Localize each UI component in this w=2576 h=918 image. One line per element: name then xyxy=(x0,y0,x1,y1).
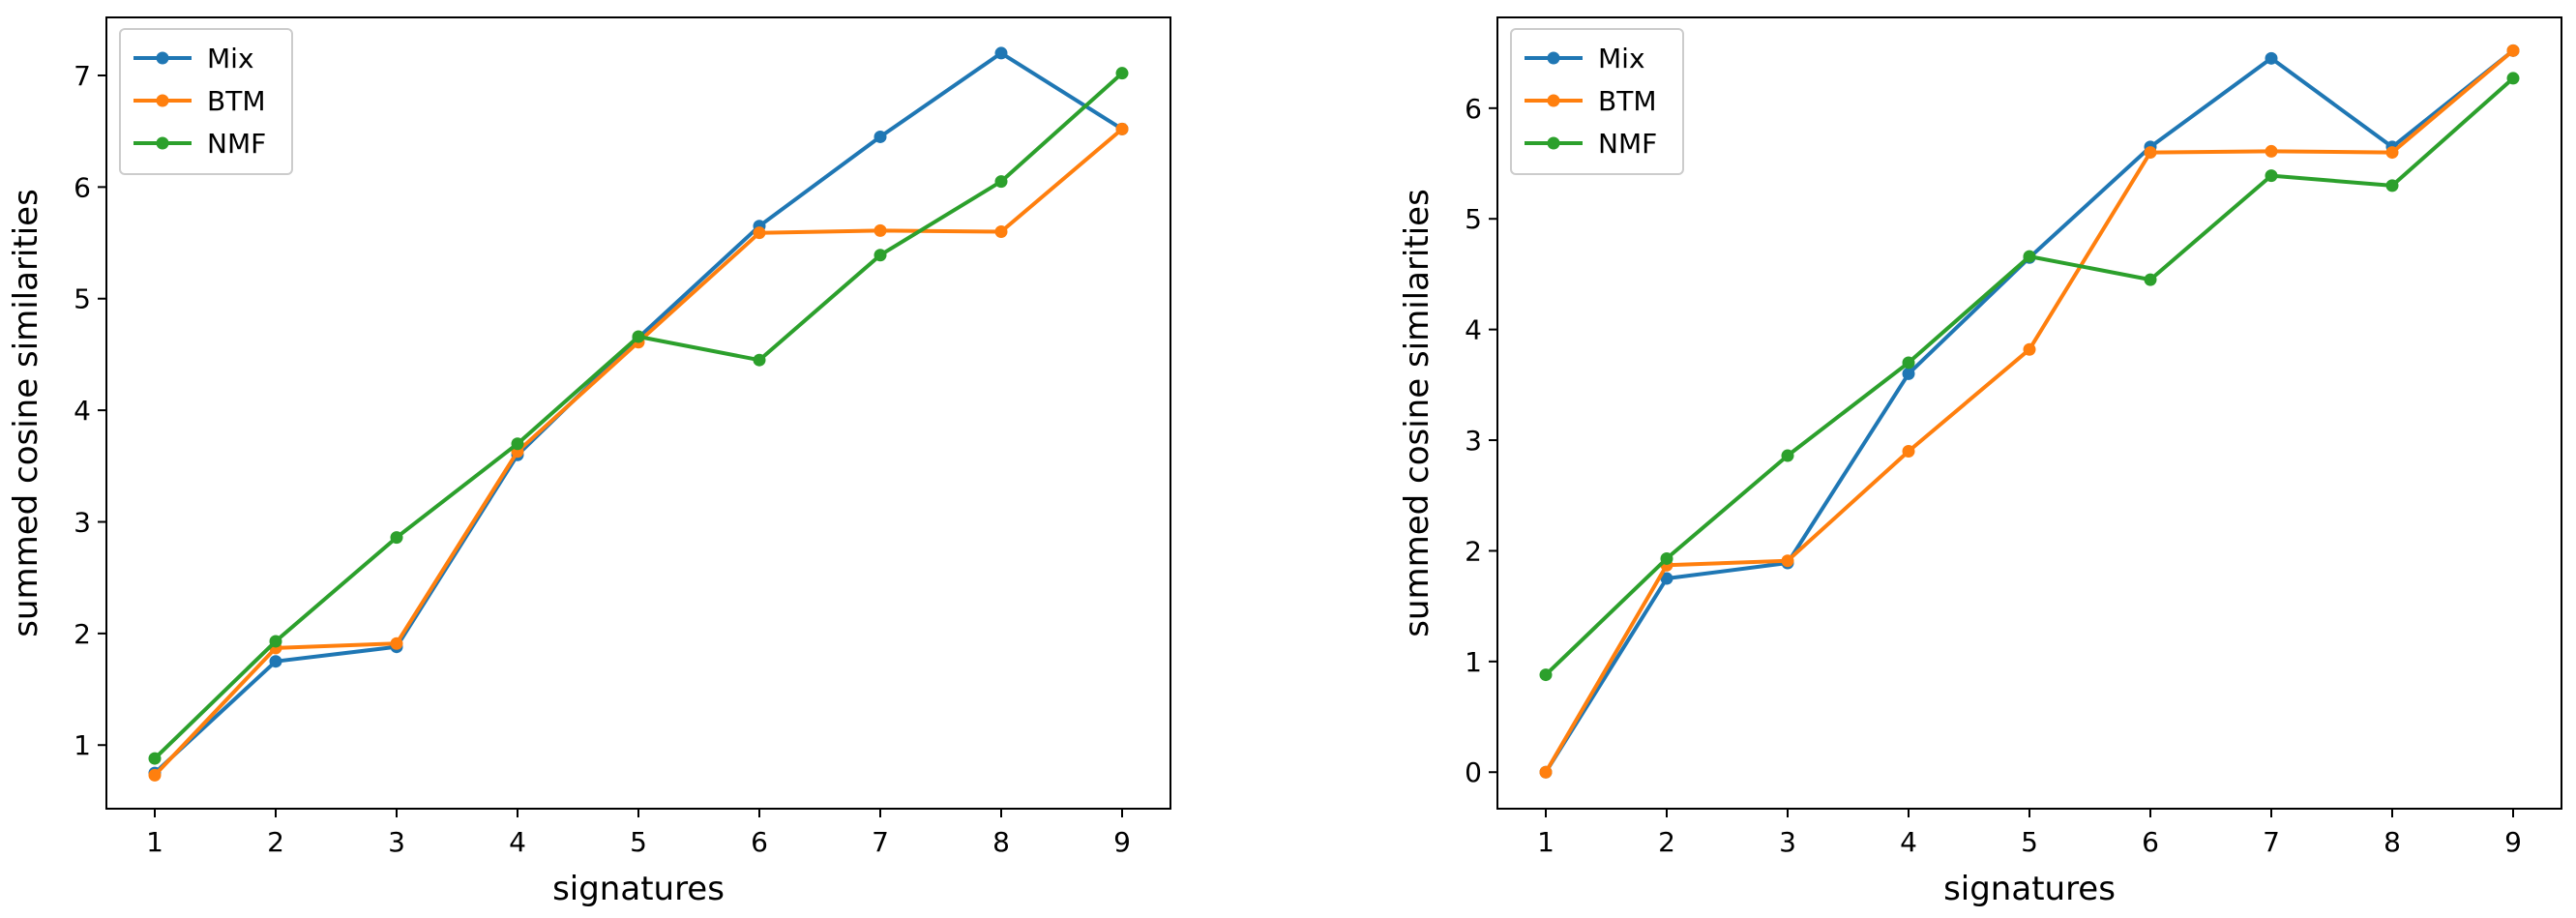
legend-label-nmf: NMF xyxy=(207,128,266,160)
data-point-nmf xyxy=(1115,67,1129,80)
data-point-nmf xyxy=(994,175,1008,189)
left-line-chart: 1 2 3 4 5 6 7 8 9 1 2 3 4 5 6 7 signatures summed cosine … xyxy=(7,16,1171,908)
legend-label-mix: Mix xyxy=(1598,43,1645,74)
data-point-btm xyxy=(1781,554,1794,568)
x-tick-label: 6 xyxy=(2142,826,2159,858)
data-point-mix xyxy=(873,130,887,143)
y-tick-label: 1 xyxy=(74,729,91,761)
legend-label-btm: BTM xyxy=(207,85,265,117)
data-point-btm xyxy=(873,223,887,237)
x-tick-label: 5 xyxy=(630,826,647,858)
data-point-nmf xyxy=(753,353,766,367)
legend-label-btm: BTM xyxy=(1598,85,1656,117)
y-tick-label: 5 xyxy=(74,283,91,315)
right-line-chart: 1 2 3 4 5 6 7 8 9 0 1 2 3 4 5 6 signatures summed cosine … xyxy=(1398,16,2562,908)
data-point-btm xyxy=(994,225,1008,239)
y-axis-label: summed cosine similarities xyxy=(1398,189,1436,637)
y-tick-label: 4 xyxy=(74,395,91,427)
y-tick-label: 3 xyxy=(74,506,91,538)
data-point-btm xyxy=(2506,44,2520,57)
legend-marker-mix xyxy=(1547,51,1560,65)
x-tick-label: 2 xyxy=(1658,826,1675,858)
legend-marker-btm xyxy=(1547,94,1560,107)
data-point-nmf xyxy=(2506,72,2520,85)
x-tick-label: 7 xyxy=(2263,826,2280,858)
data-point-btm xyxy=(1539,765,1553,779)
y-tick-label: 5 xyxy=(1465,203,1482,235)
y-tick-label: 2 xyxy=(74,618,91,650)
legend-marker-nmf xyxy=(156,136,169,150)
data-point-mix xyxy=(2265,51,2278,65)
data-point-nmf xyxy=(1902,356,1915,370)
data-point-btm xyxy=(2144,146,2157,160)
data-point-nmf xyxy=(632,330,645,343)
plot-frame xyxy=(1496,16,2562,810)
x-tick-label: 1 xyxy=(1537,826,1554,858)
x-tick-label: 1 xyxy=(146,826,163,858)
data-point-btm xyxy=(2265,144,2278,158)
data-point-btm xyxy=(2385,146,2399,160)
data-point-btm xyxy=(390,637,403,650)
x-tick-label: 8 xyxy=(992,826,1010,858)
data-point-nmf xyxy=(269,635,282,648)
legend-label-mix: Mix xyxy=(207,43,254,74)
x-tick-label: 8 xyxy=(2384,826,2401,858)
data-point-btm xyxy=(1115,122,1129,135)
legend-marker-nmf xyxy=(1547,136,1560,150)
data-point-btm xyxy=(753,226,766,240)
series-line-nmf xyxy=(152,70,1125,761)
y-axis-label: summed cosine similarities xyxy=(7,189,45,637)
plot-frame xyxy=(105,16,1171,810)
x-tick-label: 4 xyxy=(509,826,526,858)
x-tick-label: 2 xyxy=(267,826,284,858)
x-tick-label: 9 xyxy=(1113,826,1131,858)
x-axis-label: signatures xyxy=(1943,870,2116,908)
legend-label-nmf: NMF xyxy=(1598,128,1657,160)
x-tick-label: 5 xyxy=(2021,826,2038,858)
x-tick-label: 4 xyxy=(1900,826,1917,858)
data-point-nmf xyxy=(390,531,403,545)
legend-marker-mix xyxy=(156,51,169,65)
x-tick-label: 7 xyxy=(872,826,889,858)
data-point-nmf xyxy=(2385,179,2399,192)
x-tick-label: 9 xyxy=(2504,826,2522,858)
data-point-mix xyxy=(269,655,282,668)
y-tick-label: 3 xyxy=(1465,425,1482,457)
x-tick-label: 6 xyxy=(751,826,768,858)
legend-marker-btm xyxy=(156,94,169,107)
x-tick-label: 3 xyxy=(388,826,405,858)
series-line-mix xyxy=(1543,47,2516,775)
y-tick-label: 4 xyxy=(1465,314,1482,346)
series-line-btm xyxy=(1543,47,2516,775)
data-point-mix xyxy=(1902,367,1915,380)
data-point-nmf xyxy=(511,437,524,451)
data-point-nmf xyxy=(1660,551,1673,565)
data-point-nmf xyxy=(1539,668,1553,682)
data-point-btm xyxy=(1902,444,1915,458)
data-point-mix xyxy=(994,46,1008,60)
y-tick-label: 2 xyxy=(1465,535,1482,567)
data-point-mix xyxy=(1660,572,1673,585)
data-point-btm xyxy=(148,768,162,782)
data-point-nmf xyxy=(2265,169,2278,183)
series-line-btm xyxy=(152,126,1125,779)
y-tick-label: 1 xyxy=(1465,646,1482,678)
series-line-nmf xyxy=(1543,75,2516,678)
y-tick-label: 6 xyxy=(74,171,91,203)
data-point-btm xyxy=(2023,342,2036,356)
data-point-nmf xyxy=(2023,250,2036,263)
x-tick-label: 3 xyxy=(1779,826,1796,858)
x-axis-label: signatures xyxy=(552,870,725,908)
y-tick-label: 7 xyxy=(74,60,91,92)
data-point-nmf xyxy=(148,752,162,765)
y-tick-label: 0 xyxy=(1465,756,1482,788)
series-line-mix xyxy=(152,50,1125,776)
data-point-nmf xyxy=(1781,449,1794,462)
data-point-nmf xyxy=(873,249,887,262)
y-tick-label: 6 xyxy=(1465,93,1482,125)
data-point-nmf xyxy=(2144,273,2157,286)
